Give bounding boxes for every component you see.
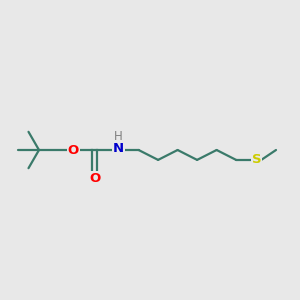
Text: O: O <box>68 143 79 157</box>
Text: S: S <box>252 153 261 167</box>
Text: H: H <box>114 130 123 143</box>
Text: O: O <box>89 172 100 185</box>
Text: N: N <box>113 142 124 155</box>
